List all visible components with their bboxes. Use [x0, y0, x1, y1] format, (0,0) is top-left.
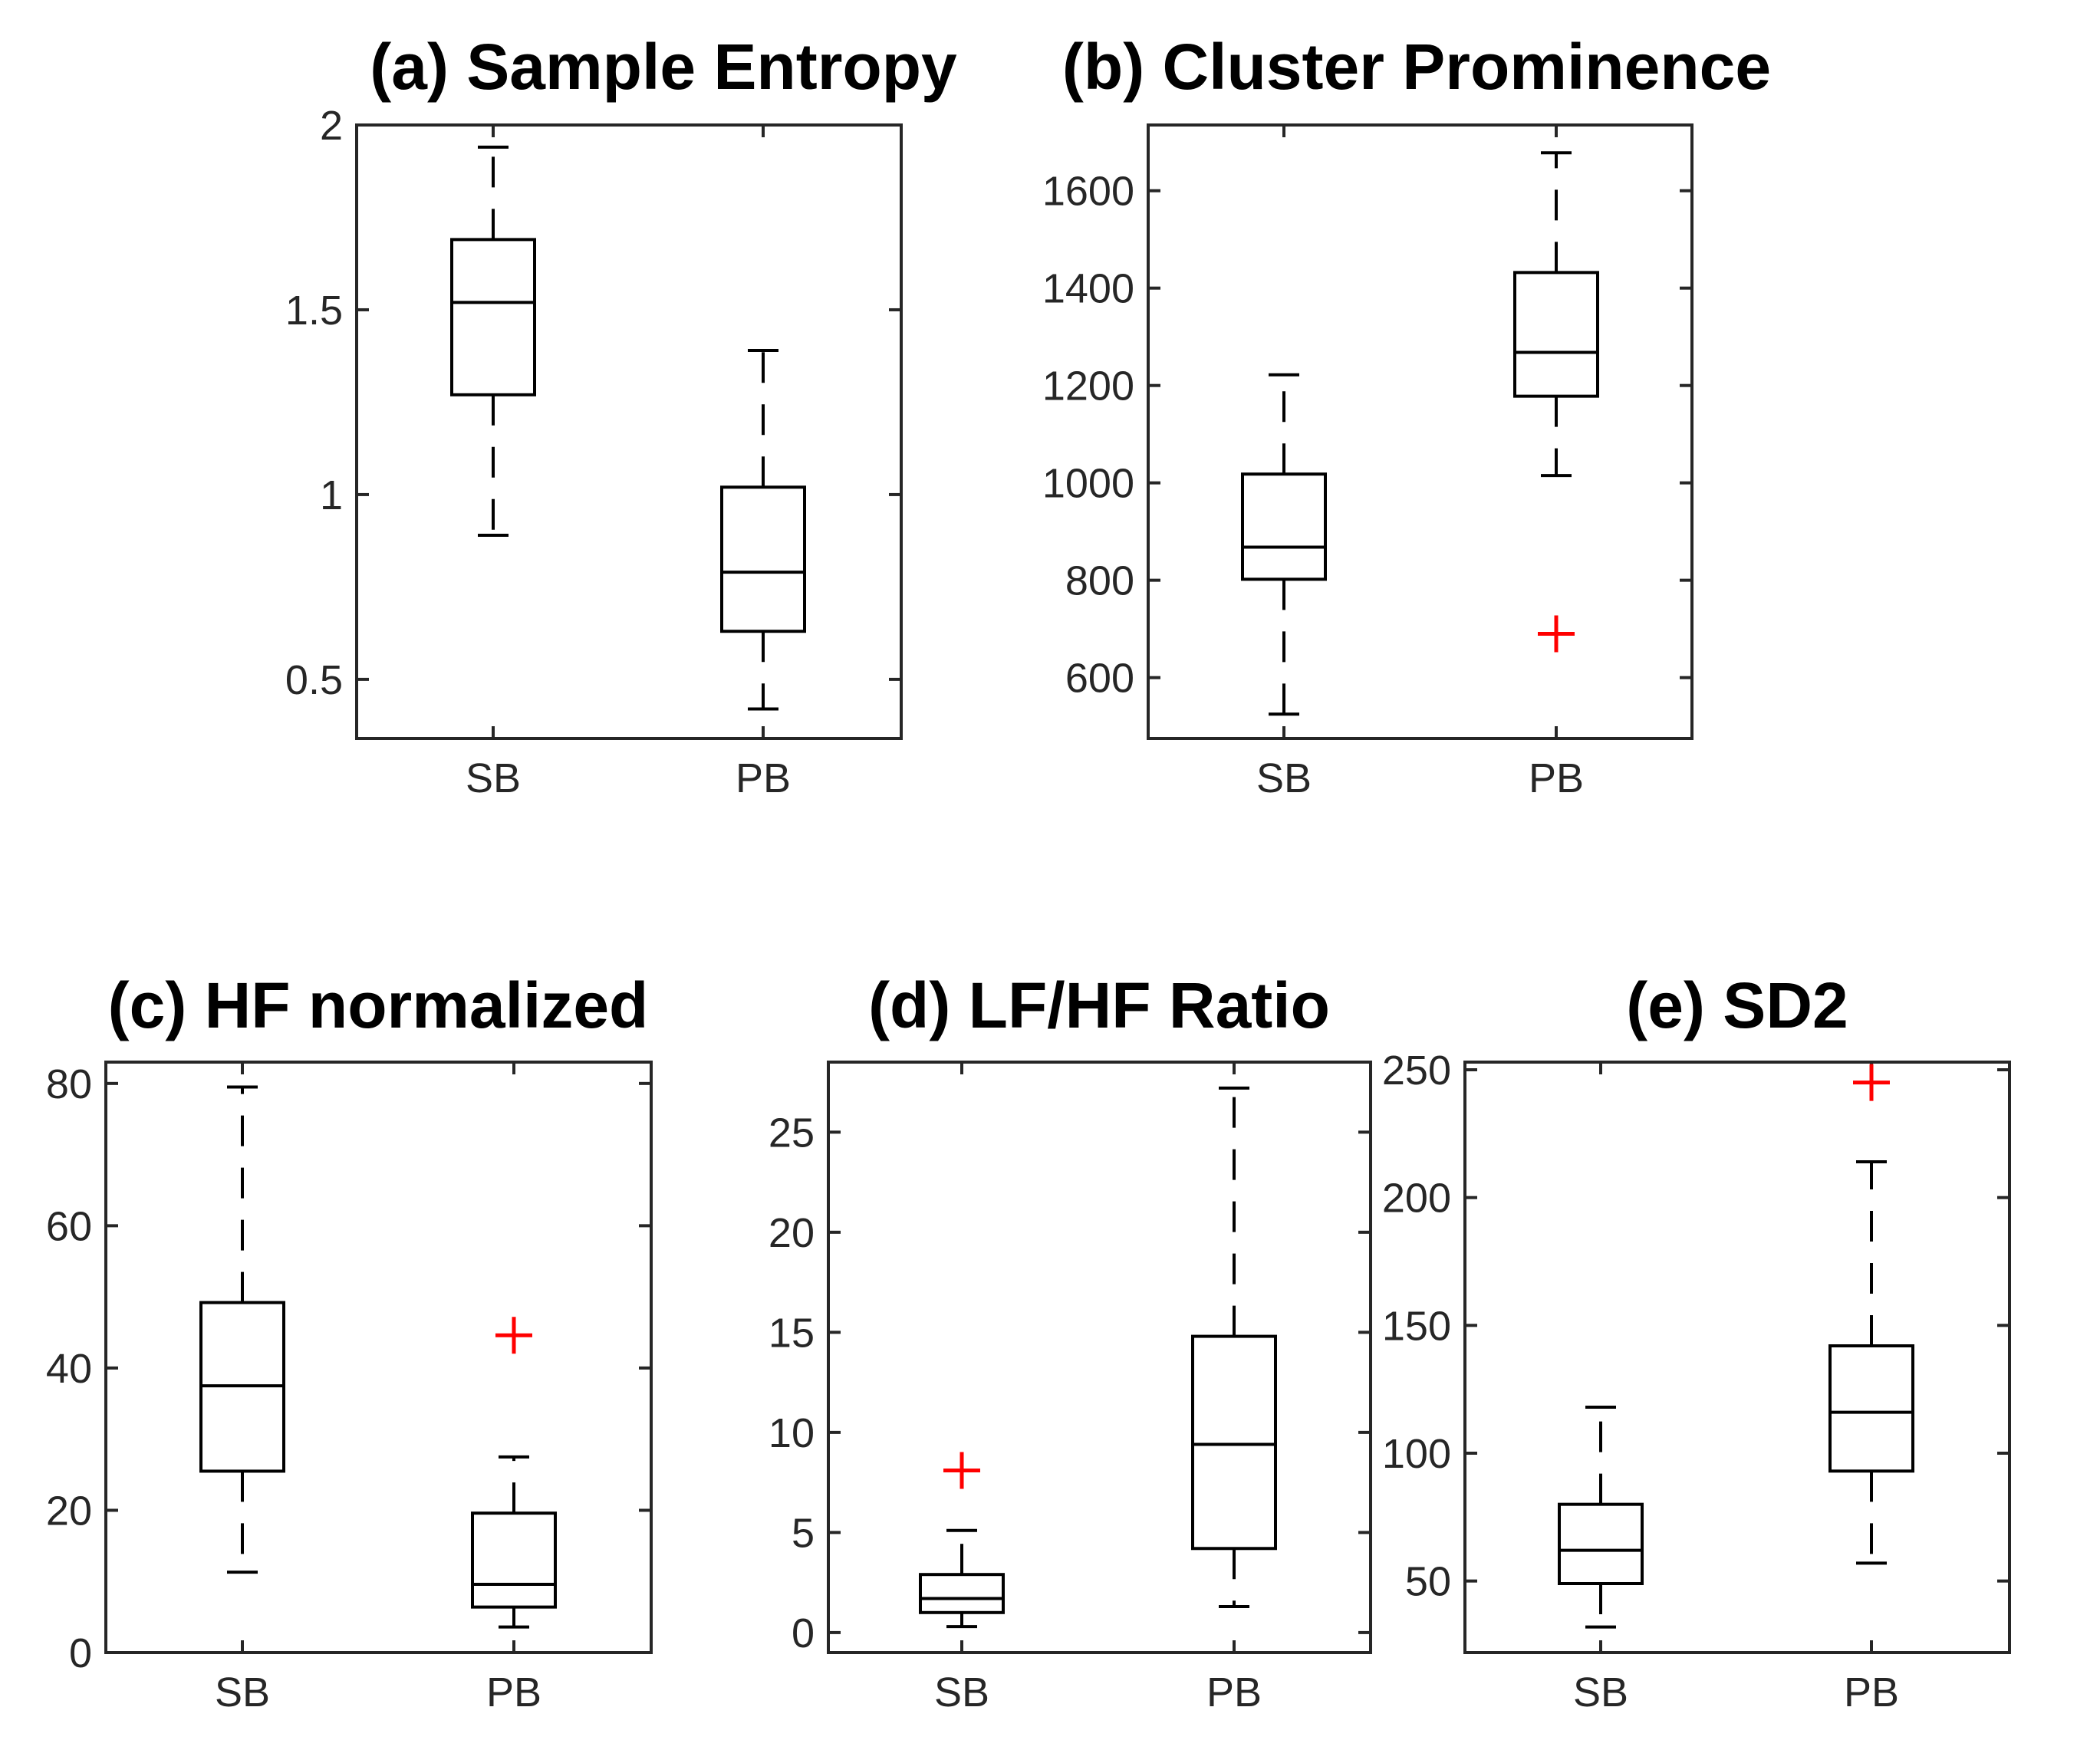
iqr-box — [1191, 1334, 1277, 1551]
chart-title: (d) LF/HF Ratio — [868, 969, 1330, 1041]
y-tick-label: 250 — [1382, 1048, 1451, 1094]
y-tick-label: 1000 — [1042, 461, 1134, 507]
y-tick-label: 20 — [46, 1488, 92, 1534]
y-tick-label: 1400 — [1042, 266, 1134, 312]
y-tick-label: 0.5 — [285, 657, 343, 703]
y-tick-label: 0 — [792, 1610, 815, 1656]
box-pb — [1513, 151, 1599, 653]
box-sb — [1558, 1406, 1644, 1629]
iqr-box — [720, 485, 806, 633]
chart-title: (b) Cluster Prominence — [1062, 31, 1771, 103]
x-tick-label: PB — [1844, 1669, 1899, 1715]
iqr-box — [1828, 1344, 1914, 1473]
panel-a: (a) Sample Entropy 0.5 1 1.5 2 SB PB — [285, 31, 957, 801]
x-tick-label: SB — [1573, 1669, 1628, 1715]
iqr-box — [1241, 472, 1327, 581]
axes-frame — [1463, 1061, 2011, 1654]
y-tick-label: 800 — [1065, 558, 1134, 604]
y-tick-label: 25 — [769, 1110, 815, 1156]
outlier-marker — [1538, 615, 1575, 653]
y-tick-label: 2 — [320, 103, 343, 149]
x-tick-label: SB — [466, 755, 521, 801]
y-tick-label: 60 — [46, 1203, 92, 1249]
panel-d: (d) LF/HF Ratio 0 5 10 15 20 25 SB PB — [769, 969, 1372, 1715]
x-tick-label: PB — [1529, 755, 1584, 801]
axes-frame — [1147, 123, 1693, 740]
panel-b: (b) Cluster Prominence 600 800 1000 1200 1400… — [1042, 31, 1771, 801]
box-pb — [720, 348, 806, 711]
x-tick-label: SB — [215, 1669, 270, 1715]
axes-frame — [827, 1061, 1372, 1654]
box-pb — [471, 1317, 557, 1629]
y-tick-label: 100 — [1382, 1431, 1451, 1477]
y-tick-label: 20 — [769, 1210, 815, 1256]
box-sb — [919, 1452, 1005, 1629]
axes-frame — [355, 123, 903, 740]
y-tick-label: 1 — [320, 472, 343, 518]
chart-title: (e) SD2 — [1626, 969, 1848, 1041]
y-tick-label: 150 — [1382, 1303, 1451, 1349]
y-tick-label: 80 — [46, 1061, 92, 1107]
iqr-box — [471, 1511, 557, 1609]
outlier-marker — [1853, 1064, 1890, 1101]
x-tick-label: SB — [934, 1669, 989, 1715]
panel-e: (e) SD2 50 100 150 200 250 SB PB — [1382, 969, 2011, 1715]
x-tick-label: SB — [1256, 755, 1312, 801]
y-tick-label: 600 — [1065, 656, 1134, 702]
iqr-box — [1558, 1502, 1644, 1585]
chart-title: (a) Sample Entropy — [370, 31, 957, 103]
axes-frame — [104, 1061, 653, 1654]
y-tick-label: 5 — [792, 1510, 815, 1556]
box-sb — [1241, 373, 1327, 716]
box-sb — [199, 1085, 285, 1574]
y-tick-label: 50 — [1405, 1559, 1451, 1605]
y-tick-label: 1.5 — [285, 288, 343, 334]
box-pb — [1828, 1064, 1914, 1565]
panel-c: (c) HF normalized 0 20 40 60 80 SB PB — [46, 969, 653, 1715]
outlier-marker — [495, 1317, 532, 1354]
y-tick-label: 0 — [69, 1630, 92, 1676]
y-tick-label: 1600 — [1042, 169, 1134, 215]
y-tick-label: 200 — [1382, 1176, 1451, 1222]
y-tick-label: 1200 — [1042, 363, 1134, 410]
x-tick-label: PB — [736, 755, 791, 801]
outlier-marker — [943, 1452, 980, 1489]
x-tick-label: PB — [486, 1669, 541, 1715]
y-tick-label: 15 — [769, 1310, 815, 1356]
iqr-box — [919, 1573, 1005, 1614]
y-tick-label: 10 — [769, 1410, 815, 1456]
iqr-box — [1513, 271, 1599, 398]
y-tick-label: 40 — [46, 1346, 92, 1392]
chart-title: (c) HF normalized — [108, 969, 649, 1041]
box-sb — [450, 145, 536, 537]
iqr-box — [450, 238, 536, 396]
box-pb — [1191, 1086, 1277, 1608]
x-tick-label: PB — [1206, 1669, 1262, 1715]
